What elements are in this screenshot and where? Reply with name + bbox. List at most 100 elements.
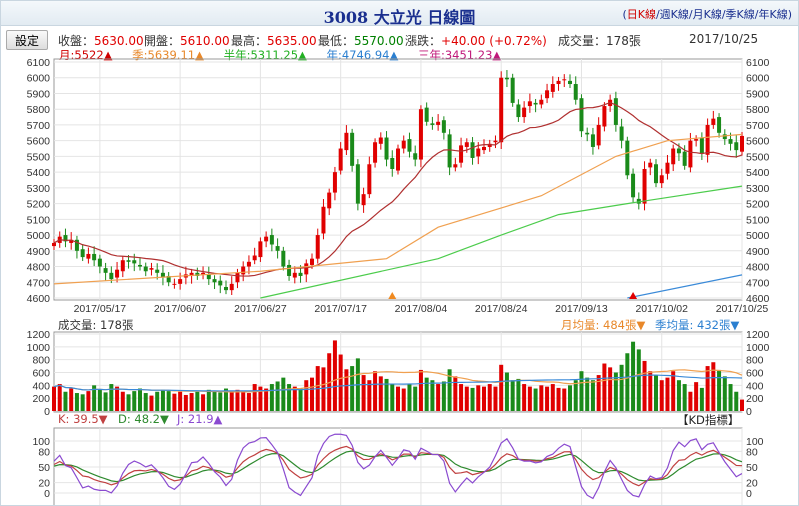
candle-body — [74, 239, 79, 251]
candle-body — [648, 162, 653, 168]
price-tick-left: 5200 — [27, 199, 51, 211]
volume-bar — [241, 391, 246, 411]
volume-bar — [132, 391, 137, 411]
volume-bar — [195, 391, 200, 411]
candle-body — [436, 121, 441, 125]
volume-bar — [447, 369, 452, 411]
date-tick-label: 2017/07/17 — [314, 303, 367, 315]
candle-body — [138, 264, 142, 267]
volume-bar — [493, 386, 498, 411]
price-tick-left: 5700 — [27, 120, 51, 132]
volume-bar — [373, 371, 378, 411]
volume-bar — [103, 392, 108, 411]
value: 5635.00 — [267, 34, 317, 48]
candle-body — [424, 107, 429, 122]
volume-bar — [430, 380, 435, 411]
volume-bar — [189, 393, 194, 411]
kd-tick-right: 80 — [746, 446, 758, 458]
volume-tick-left: 400 — [32, 380, 50, 392]
candle-body — [407, 139, 412, 152]
volume-bar — [504, 372, 509, 411]
candle-body — [705, 124, 710, 155]
volume-bar — [482, 386, 486, 411]
candle-body — [441, 120, 446, 133]
candle-body — [327, 192, 332, 209]
candle-body — [619, 126, 624, 141]
settings-button[interactable]: 設定 — [6, 30, 48, 50]
candle-body — [149, 268, 154, 270]
candle-body — [178, 279, 183, 284]
candle-body — [69, 239, 74, 243]
volume-bar — [310, 377, 314, 411]
volume-bar — [229, 391, 234, 411]
date-tick-label: 2017/08/04 — [395, 303, 448, 315]
price-tick-right: 5900 — [746, 88, 770, 100]
volume-bar — [688, 391, 693, 411]
link-yearly-k[interactable]: 年K線 — [758, 8, 788, 21]
volume-bar — [470, 387, 475, 411]
candle-body — [625, 140, 630, 176]
candle-body — [246, 261, 251, 267]
volume-bar — [499, 364, 504, 411]
price-tick-right: 5800 — [746, 104, 770, 116]
link-quarterly-k[interactable]: 季K線 — [725, 8, 755, 21]
volume-bar — [183, 394, 188, 411]
candle-body — [132, 260, 137, 264]
volume-bar — [436, 384, 441, 411]
volume-bar — [218, 392, 223, 411]
price-tick-left: 4600 — [27, 293, 51, 305]
volume-bar — [109, 384, 114, 411]
volume-tick-right: 0 — [746, 406, 752, 418]
link-monthly-k[interactable]: 月K線 — [692, 8, 722, 21]
volume-bar — [269, 384, 274, 411]
link-weekly-k[interactable]: 週K線 — [659, 8, 689, 21]
candle-body — [722, 134, 727, 140]
candle-body — [310, 258, 314, 265]
volume-bar — [654, 375, 658, 411]
title-bar: 3008 大立光 日線圖 (日K線/週K線/月K線/季K線/年K線) — [1, 1, 798, 27]
candle-body — [550, 84, 555, 92]
candle-body — [568, 80, 572, 85]
volume-bar — [527, 386, 532, 411]
volume-bar — [579, 371, 584, 411]
price-tick-right: 4900 — [746, 246, 770, 258]
candle-body — [92, 253, 97, 261]
candle-body — [120, 260, 125, 272]
link-daily-k[interactable]: 日K線 — [626, 8, 656, 21]
candle-body — [212, 279, 217, 283]
volume-bar — [115, 386, 120, 411]
volume-tick-right: 200 — [746, 393, 764, 405]
volume-bar — [562, 388, 567, 411]
candle-body — [338, 148, 343, 171]
volume-bar — [487, 384, 492, 411]
price-tick-left: 5000 — [27, 230, 51, 242]
volume-bar — [401, 388, 406, 411]
candle-body — [109, 272, 114, 280]
value: 5630.00 — [94, 34, 144, 48]
price-tick-right: 5100 — [746, 214, 770, 226]
candle-body — [52, 242, 56, 247]
volume-bar — [711, 362, 716, 411]
volume-bar — [298, 388, 303, 411]
candle-body — [275, 246, 280, 251]
volume-bar — [120, 391, 125, 411]
volume-bar — [80, 394, 85, 411]
change-pct: (+0.72%) — [489, 34, 547, 48]
year-ma-line — [627, 274, 743, 299]
volume-label: 成交量: 178張 — [58, 318, 134, 332]
candle-body — [740, 135, 744, 152]
quote-open: 開盤：5610.00 — [144, 32, 230, 49]
volume-bar — [350, 366, 355, 411]
month-ma-line — [53, 101, 743, 277]
candle-body — [659, 175, 664, 184]
volume-bar — [304, 380, 309, 411]
kd-j-value: J: 21.9▲ — [177, 412, 223, 426]
kd-tick-right: 50 — [746, 462, 758, 474]
candle-body — [218, 280, 223, 286]
volume-bar — [378, 376, 383, 411]
volume-bar — [57, 384, 62, 411]
volume-bar — [625, 353, 630, 411]
kd-indicator-title: 【KD指標】 — [677, 413, 740, 427]
volume-bar — [464, 386, 469, 411]
volume-bar — [69, 388, 74, 411]
